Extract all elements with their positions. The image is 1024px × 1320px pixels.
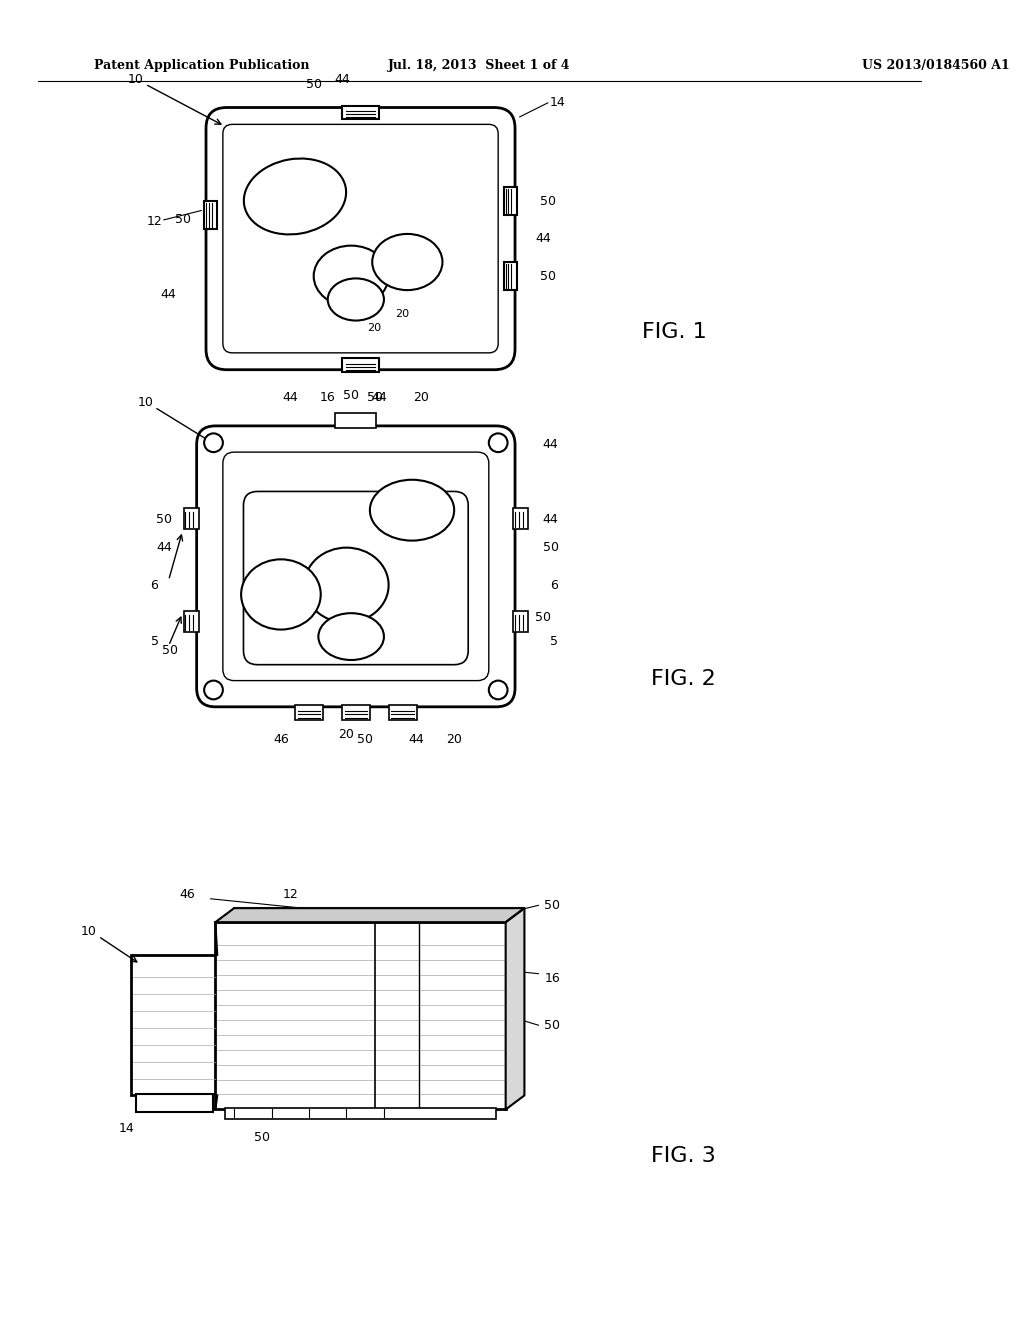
Text: Jul. 18, 2013  Sheet 1 of 4: Jul. 18, 2013 Sheet 1 of 4 [388, 59, 570, 71]
Text: 50: 50 [156, 513, 172, 527]
Bar [504, 263, 517, 290]
Text: Patent Application Publication: Patent Application Publication [93, 59, 309, 71]
FancyBboxPatch shape [206, 107, 515, 370]
Text: 44: 44 [283, 391, 298, 404]
FancyBboxPatch shape [215, 923, 506, 1110]
Text: 46: 46 [273, 733, 289, 746]
Text: 50: 50 [254, 1131, 270, 1144]
Bar [513, 508, 528, 529]
Text: 24: 24 [404, 246, 420, 259]
Text: 20: 20 [362, 304, 377, 314]
Text: 50: 50 [306, 78, 322, 91]
FancyBboxPatch shape [223, 124, 498, 352]
Text: 6: 6 [551, 578, 558, 591]
Text: 50: 50 [357, 733, 373, 746]
Text: 26: 26 [352, 627, 369, 640]
Text: 50: 50 [545, 899, 560, 912]
Text: 14: 14 [119, 1122, 134, 1135]
Text: 20: 20 [302, 168, 316, 178]
Bar [342, 106, 379, 119]
Ellipse shape [370, 479, 455, 541]
Text: 50: 50 [540, 269, 556, 282]
Bar [224, 1107, 497, 1119]
Text: FIG. 3: FIG. 3 [651, 1146, 716, 1167]
Text: 16: 16 [545, 972, 560, 985]
Text: 20: 20 [446, 733, 462, 746]
Ellipse shape [244, 158, 346, 235]
Text: 50: 50 [543, 541, 559, 554]
Text: 44: 44 [536, 232, 551, 246]
Circle shape [204, 681, 223, 700]
Ellipse shape [313, 246, 389, 306]
Text: 44: 44 [161, 288, 176, 301]
Bar [504, 187, 517, 215]
Ellipse shape [241, 560, 321, 630]
Text: 16: 16 [319, 391, 336, 404]
Text: 44: 44 [409, 733, 425, 746]
Circle shape [488, 681, 508, 700]
Polygon shape [215, 908, 524, 923]
Ellipse shape [318, 614, 384, 660]
Ellipse shape [373, 234, 442, 290]
Ellipse shape [328, 279, 384, 321]
Text: 22: 22 [352, 565, 369, 578]
Text: 10: 10 [128, 73, 143, 86]
Bar [295, 705, 323, 719]
Text: 26: 26 [343, 293, 359, 306]
Bar [335, 413, 377, 428]
Text: 50: 50 [536, 611, 551, 624]
Bar [342, 705, 370, 719]
Circle shape [488, 433, 508, 453]
Ellipse shape [304, 548, 389, 623]
Polygon shape [506, 908, 524, 1110]
Text: 6: 6 [151, 578, 159, 591]
Bar [183, 508, 199, 529]
Bar [342, 359, 379, 372]
Text: US 2013/0184560 A1: US 2013/0184560 A1 [861, 59, 1010, 71]
Text: 24: 24 [268, 583, 284, 597]
Text: 22: 22 [339, 260, 354, 273]
Text: 20: 20 [414, 391, 429, 404]
Bar [389, 705, 417, 719]
Text: FIG. 1: FIG. 1 [642, 322, 707, 342]
Text: 46: 46 [179, 887, 196, 900]
Text: FIG. 2: FIG. 2 [651, 669, 716, 689]
Text: 5: 5 [550, 635, 558, 648]
FancyBboxPatch shape [197, 426, 515, 706]
Bar [204, 201, 217, 230]
Text: 50: 50 [367, 391, 383, 404]
Text: 50: 50 [343, 389, 359, 403]
Text: 44: 44 [543, 438, 558, 451]
FancyBboxPatch shape [244, 491, 468, 665]
Text: 10: 10 [137, 396, 153, 409]
Bar [183, 611, 199, 632]
Text: 50: 50 [545, 1019, 560, 1032]
Text: 44: 44 [334, 73, 349, 86]
Bar [131, 954, 217, 1096]
FancyBboxPatch shape [223, 453, 488, 681]
Bar [136, 1093, 213, 1113]
Text: 20: 20 [368, 322, 382, 333]
Text: 50: 50 [540, 194, 556, 207]
Text: 20: 20 [339, 729, 354, 742]
Text: 44: 44 [156, 541, 172, 554]
Text: 5: 5 [151, 635, 159, 648]
Text: 28: 28 [403, 503, 421, 517]
FancyBboxPatch shape [234, 908, 524, 1096]
Text: 50: 50 [163, 644, 178, 657]
Bar [513, 611, 528, 632]
Text: 12: 12 [146, 215, 163, 228]
Text: 12: 12 [283, 887, 298, 900]
Text: 50: 50 [175, 214, 190, 227]
Circle shape [204, 433, 223, 453]
Text: 44: 44 [543, 513, 558, 527]
Text: 14: 14 [549, 96, 565, 110]
Text: 28: 28 [282, 190, 299, 203]
Text: 10: 10 [81, 925, 97, 939]
Text: 20: 20 [395, 309, 410, 318]
Text: 44: 44 [372, 391, 387, 404]
Text: 48: 48 [352, 1106, 369, 1119]
